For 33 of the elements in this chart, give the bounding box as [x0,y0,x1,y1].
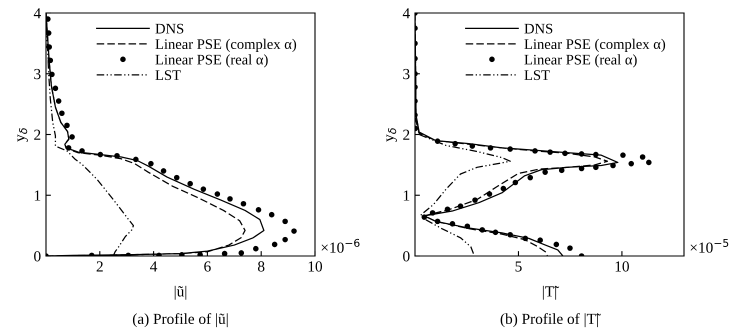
y-tick-label: 1 [404,190,410,201]
x-axis-title: |ũ| [174,286,186,300]
y-tick-label: 1 [34,190,40,201]
legend-label: DNS [524,24,552,34]
x-tick-label: 10 [308,261,322,272]
x-tick-label: 8 [258,261,264,272]
x-tick-label: 2 [96,261,103,272]
y-tick-label: 0 [403,251,410,262]
y-tick-label: 2 [403,130,410,140]
legend-label: Linear PSE (complex α) [155,38,296,52]
y-tick-label: 4 [34,8,41,18]
y-tick-label: 0 [34,251,41,262]
x-axis-title: |T̃| [542,286,560,300]
legend-label: DNS [155,24,184,34]
legend-label: LST [155,70,181,80]
text: ×10$^{−6}$ [322,238,360,253]
y-axis-title: y$_{δ}$ [386,128,397,142]
legend-label: Linear PSE (complex α) [524,38,666,52]
y-tick-label: 3 [34,68,41,80]
y-tick-label: 2 [34,130,40,140]
text: (a) Profile of |ũ| [132,313,228,328]
text: (b) Profile of |T̃| [500,313,601,328]
legend-label: Linear PSE (real α) [524,54,637,68]
x-tick-label: 10 [616,261,629,272]
text: ×10$^{−5}$ [690,238,728,253]
x-tick-label: 5 [516,261,522,272]
legend-label: Linear PSE (real α) [155,54,268,68]
y-axis-title: y$_{δ}$ [18,128,28,142]
y-tick-label: 3 [403,68,410,80]
y-tick-label: 4 [402,8,410,18]
x-tick-label: 4 [150,261,158,272]
x-tick-label: 6 [204,261,211,272]
legend-label: LST [524,70,550,80]
